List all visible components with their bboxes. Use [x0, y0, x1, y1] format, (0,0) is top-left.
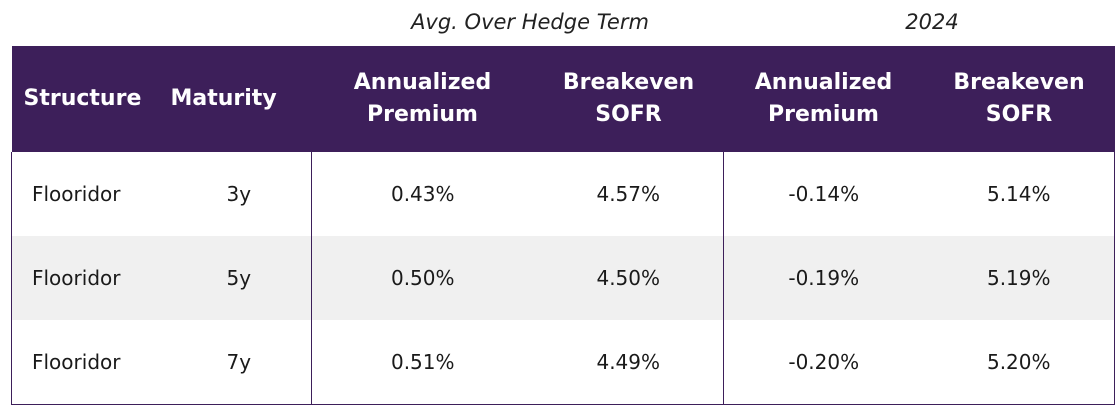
cell-avg-annualized-premium: 0.50%	[390, 266, 455, 290]
cell-maturity: 7y	[166, 320, 312, 405]
flooridor-table: Structure Maturity Annualized Premium Br…	[11, 46, 1115, 405]
table-row: Flooridor 5y 0.50% 4.50% -0.19% 5.19%	[11, 236, 1115, 320]
column-group-header: Avg. Over Hedge Term 2024	[12, 0, 1114, 46]
table-row: Flooridor 7y 0.51% 4.49% -0.20% 5.20%	[11, 320, 1115, 405]
header-avg-breakeven-sofr: Breakeven SOFR	[534, 46, 724, 152]
cell-maturity: 3y	[166, 152, 312, 236]
header-structure-label: Structure	[23, 86, 142, 112]
header-avg-annualized-premium: Annualized Premium	[312, 46, 534, 152]
cell-2024-breakeven-sofr: 5.20%	[923, 320, 1115, 405]
table-row: Flooridor 3y 0.43% 4.57% -0.14% 5.14%	[11, 152, 1115, 236]
table-header: Structure Maturity Annualized Premium Br…	[11, 46, 1115, 152]
header-2024-breakeven-sofr: Breakeven SOFR	[924, 46, 1115, 152]
cell-avg-breakeven-sofr: 4.50%	[533, 236, 724, 320]
cell-structure: Flooridor	[11, 320, 167, 405]
cell-2024-annualized-premium: -0.20%	[723, 320, 924, 405]
header-label-line: SOFR	[595, 102, 662, 127]
header-label-line: Annualized	[353, 70, 492, 96]
header-label-line: Premium	[367, 102, 478, 127]
cell-avg-annualized-premium: 0.51%	[311, 320, 534, 405]
cell-avg-breakeven-sofr: 4.49%	[533, 320, 724, 405]
header-label-line: Premium	[768, 102, 879, 127]
header-structure: Structure	[12, 46, 167, 152]
header-label-line: Breakeven	[562, 70, 695, 96]
table-body: Flooridor 3y 0.43% 4.57% -0.14% 5.14% Fl…	[11, 152, 1115, 405]
cell-maturity: 5y	[166, 236, 312, 320]
cell-2024-annualized-premium: -0.14%	[788, 182, 860, 206]
header-maturity-label: Maturity	[170, 86, 277, 112]
cell-avg-annualized-premium: 0.43%	[390, 182, 455, 206]
cell-structure: Flooridor	[11, 236, 167, 320]
header-label-line: Breakeven	[953, 70, 1085, 96]
cell-2024-breakeven-sofr: 5.14%	[923, 152, 1115, 236]
group-label-2024: 2024	[905, 10, 959, 34]
cell-2024-annualized-premium: -0.19%	[788, 266, 860, 290]
header-label-line: SOFR	[985, 102, 1053, 127]
group-label-avg-over-hedge-term: Avg. Over Hedge Term	[411, 10, 649, 34]
header-2024-annualized-premium: Annualized Premium	[724, 46, 924, 152]
header-maturity: Maturity	[167, 46, 312, 152]
header-row: Structure Maturity Annualized Premium Br…	[11, 46, 1115, 152]
header-label-line: Annualized	[754, 70, 893, 96]
cell-structure: Flooridor	[11, 152, 167, 236]
cell-2024-breakeven-sofr: 5.19%	[923, 236, 1115, 320]
cell-avg-breakeven-sofr: 4.57%	[533, 152, 724, 236]
